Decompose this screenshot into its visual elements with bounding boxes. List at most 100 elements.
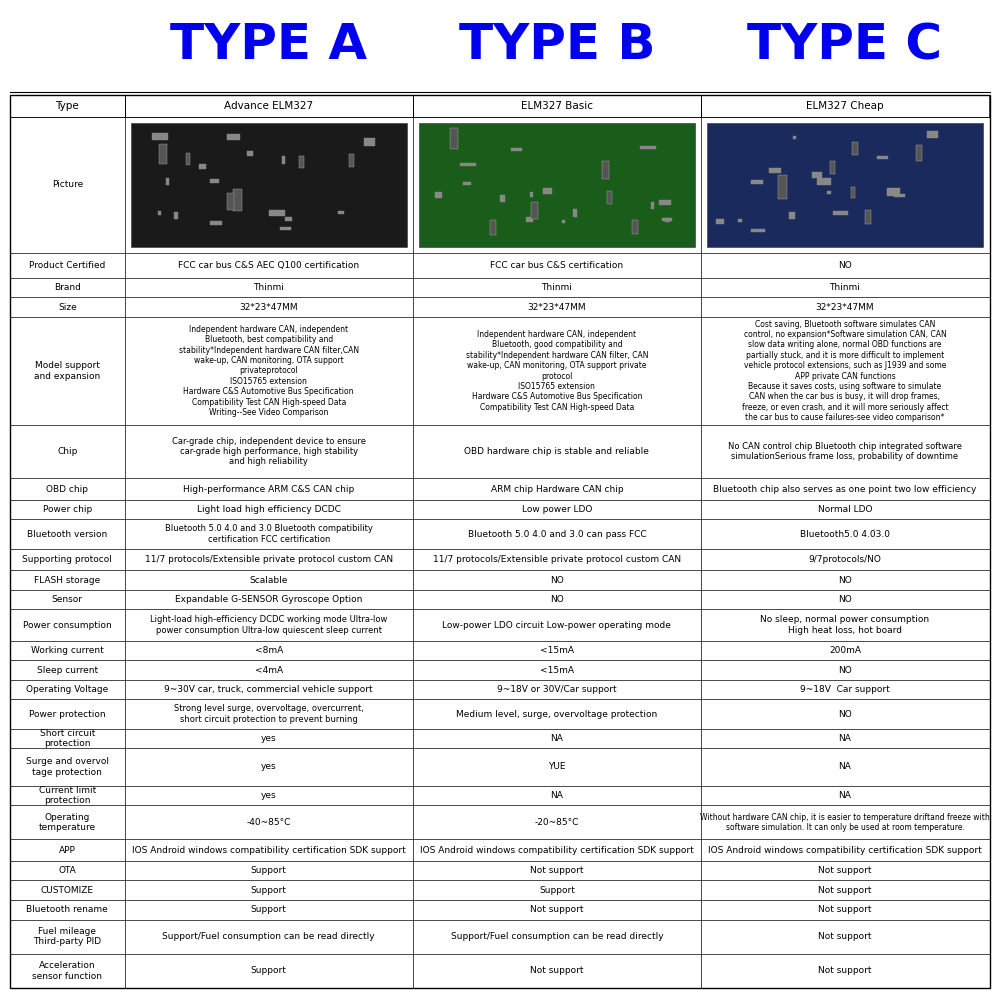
- Bar: [450, 128, 458, 149]
- Text: Acceleration
sensor function: Acceleration sensor function: [32, 961, 102, 981]
- Bar: [701, 95, 989, 117]
- Text: Light load high efficiency DCDC: Light load high efficiency DCDC: [197, 505, 341, 514]
- Text: 9~18V  Car support: 9~18V Car support: [800, 685, 890, 694]
- Bar: [227, 193, 234, 210]
- Bar: [817, 178, 831, 185]
- Bar: [851, 187, 855, 198]
- Text: OTA: OTA: [58, 866, 76, 875]
- Text: Support: Support: [251, 866, 287, 875]
- Text: NO: NO: [838, 710, 852, 719]
- Text: Bluetooth 5.0 4.0 and 3.0 can pass FCC: Bluetooth 5.0 4.0 and 3.0 can pass FCC: [468, 530, 646, 539]
- Text: Support: Support: [251, 886, 287, 895]
- Bar: [174, 212, 178, 219]
- Text: ELM327 Cheap: ELM327 Cheap: [806, 101, 884, 111]
- Text: Fuel mileage
Third-party PID: Fuel mileage Third-party PID: [33, 927, 101, 946]
- Bar: [131, 123, 407, 247]
- Bar: [887, 188, 900, 196]
- Bar: [640, 146, 656, 149]
- Bar: [751, 180, 763, 184]
- Bar: [607, 191, 612, 204]
- Bar: [833, 211, 848, 215]
- Text: NA: NA: [839, 791, 851, 800]
- Text: NO: NO: [838, 666, 852, 675]
- Text: 32*23*47MM: 32*23*47MM: [528, 303, 586, 312]
- Text: NO: NO: [838, 576, 852, 585]
- Text: NA: NA: [839, 734, 851, 743]
- Text: APP: APP: [59, 846, 76, 855]
- Text: Thinmi: Thinmi: [830, 283, 860, 292]
- Text: Picture: Picture: [52, 180, 83, 189]
- Text: Cost saving, Bluetooth software simulates CAN
control, no expansion*Software sim: Cost saving, Bluetooth software simulate…: [742, 320, 948, 422]
- Text: Support: Support: [251, 905, 287, 914]
- Text: CUSTOMIZE: CUSTOMIZE: [41, 886, 94, 895]
- Bar: [500, 195, 505, 202]
- Bar: [793, 136, 796, 139]
- Bar: [827, 191, 831, 194]
- Text: Not support: Not support: [818, 905, 872, 914]
- Bar: [573, 209, 577, 217]
- Bar: [927, 131, 938, 138]
- Text: NO: NO: [838, 261, 852, 270]
- Text: <15mA: <15mA: [540, 666, 574, 675]
- Text: Support/Fuel consumption can be read directly: Support/Fuel consumption can be read dir…: [451, 932, 663, 941]
- Text: Operating Voltage: Operating Voltage: [26, 685, 108, 694]
- Text: No sleep, normal power consumption
High heat loss, hot board: No sleep, normal power consumption High …: [760, 615, 930, 635]
- Bar: [269, 210, 285, 216]
- Text: Advance ELM327: Advance ELM327: [224, 101, 313, 111]
- Text: No CAN control chip Bluetooth chip integrated software
simulationSerious frame l: No CAN control chip Bluetooth chip integ…: [728, 442, 962, 461]
- Text: FLASH storage: FLASH storage: [34, 576, 100, 585]
- Text: Brand: Brand: [54, 283, 81, 292]
- Text: Short circuit
protection: Short circuit protection: [40, 729, 95, 748]
- Bar: [282, 156, 285, 164]
- Text: NO: NO: [550, 576, 564, 585]
- Bar: [158, 211, 161, 215]
- Text: Power chip: Power chip: [43, 505, 92, 514]
- Bar: [865, 210, 871, 224]
- Text: Thinmi: Thinmi: [253, 283, 284, 292]
- Text: 200mA: 200mA: [829, 646, 861, 655]
- Text: Surge and overvol
tage protection: Surge and overvol tage protection: [26, 757, 109, 777]
- Text: Size: Size: [58, 303, 77, 312]
- Bar: [166, 178, 169, 185]
- Text: 32*23*47MM: 32*23*47MM: [816, 303, 874, 312]
- Text: Bluetooth 5.0 4.0 and 3.0 Bluetooth compatibility
certification FCC certificatio: Bluetooth 5.0 4.0 and 3.0 Bluetooth comp…: [165, 524, 373, 544]
- Bar: [233, 189, 242, 211]
- Bar: [662, 218, 672, 221]
- Bar: [435, 192, 442, 198]
- Bar: [299, 156, 304, 168]
- Text: IOS Android windows compatibility certification SDK support: IOS Android windows compatibility certif…: [132, 846, 406, 855]
- Text: NA: NA: [550, 734, 563, 743]
- Bar: [280, 227, 291, 230]
- Bar: [812, 172, 822, 178]
- Bar: [10, 95, 125, 117]
- Text: Expandable G-SENSOR Gyroscope Option: Expandable G-SENSOR Gyroscope Option: [175, 595, 362, 604]
- Text: Bluetooth chip also serves as one point two low efficiency: Bluetooth chip also serves as one point …: [713, 485, 977, 494]
- Text: Model support
and expansion: Model support and expansion: [34, 361, 100, 381]
- Bar: [125, 95, 413, 117]
- Text: Sleep current: Sleep current: [37, 666, 98, 675]
- Bar: [210, 221, 222, 225]
- Text: Supporting protocol: Supporting protocol: [22, 555, 112, 564]
- Text: OBD hardware chip is stable and reliable: OBD hardware chip is stable and reliable: [464, 447, 649, 456]
- Bar: [10, 95, 990, 988]
- Bar: [562, 220, 565, 223]
- Bar: [707, 123, 983, 247]
- Text: -20~85°C: -20~85°C: [535, 818, 579, 827]
- Text: yes: yes: [261, 762, 277, 771]
- Bar: [852, 142, 858, 155]
- Bar: [789, 212, 795, 219]
- Text: Medium level, surge, overvoltage protection: Medium level, surge, overvoltage protect…: [456, 710, 657, 719]
- Bar: [210, 179, 219, 183]
- Text: Support/Fuel consumption can be read directly: Support/Fuel consumption can be read dir…: [162, 932, 375, 941]
- Text: Independent hardware CAN, independent
Bluetooth, good compatibility and
stabilit: Independent hardware CAN, independent Bl…: [466, 330, 648, 412]
- Text: NA: NA: [839, 762, 851, 771]
- Text: Not support: Not support: [530, 866, 584, 875]
- Bar: [186, 153, 190, 165]
- Bar: [651, 202, 654, 209]
- Text: Car-grade chip, independent device to ensure
car-grade high performance, high st: Car-grade chip, independent device to en…: [172, 437, 366, 466]
- Text: Bluetooth rename: Bluetooth rename: [26, 905, 108, 914]
- Bar: [227, 134, 240, 140]
- Text: 9~30V car, truck, commercial vehicle support: 9~30V car, truck, commercial vehicle sup…: [164, 685, 373, 694]
- Text: Without hardware CAN chip, it is easier to temperature driftand freeze with
soft: Without hardware CAN chip, it is easier …: [700, 813, 990, 832]
- Bar: [530, 192, 533, 197]
